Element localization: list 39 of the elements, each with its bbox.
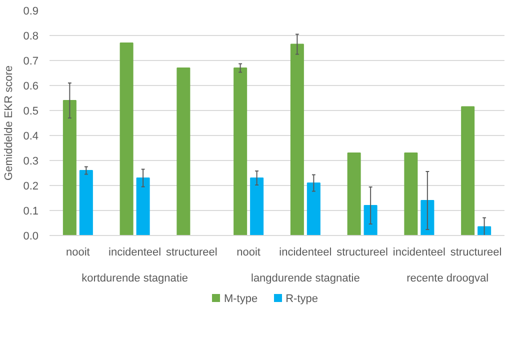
category-label: incidenteel xyxy=(392,246,446,258)
bar xyxy=(347,152,361,236)
y-tick-label: 0.8 xyxy=(23,30,39,42)
category-label: structureel xyxy=(336,246,388,258)
bar xyxy=(250,178,264,236)
y-tick-label: 0.4 xyxy=(23,130,39,142)
category-label: incidenteel xyxy=(279,246,332,258)
category-label: kortdurende stagnatie xyxy=(82,272,188,284)
category-label: nooit xyxy=(66,246,90,258)
y-tick-label: 0.3 xyxy=(23,156,39,168)
category-label: incidenteel xyxy=(108,246,162,258)
bar xyxy=(136,178,150,236)
bar xyxy=(176,68,190,236)
bar xyxy=(290,44,304,236)
y-tick-label: 0.7 xyxy=(23,56,39,68)
y-tick-label: 0.1 xyxy=(23,206,39,218)
y-tick-label: 0.9 xyxy=(23,6,39,18)
bar xyxy=(461,106,475,236)
bar xyxy=(79,170,93,236)
legend-label: M-type xyxy=(222,292,258,307)
bar xyxy=(120,42,134,236)
y-tick-label: 0.5 xyxy=(23,106,39,118)
bar xyxy=(404,152,418,236)
bar xyxy=(478,226,492,236)
y-tick-label: 0.6 xyxy=(23,80,39,92)
bar xyxy=(234,68,248,236)
bar xyxy=(420,200,434,236)
category-label: structureel xyxy=(166,246,218,258)
category-label: structureel xyxy=(450,246,502,258)
category-label: recente droogval xyxy=(406,272,489,284)
legend-label: R-type xyxy=(284,292,318,307)
bar xyxy=(364,205,378,236)
category-label: langdurende stagnatie xyxy=(251,272,360,284)
y-tick-label: 0.0 xyxy=(23,230,39,242)
category-label: nooit xyxy=(236,246,260,258)
y-tick-label: 0.2 xyxy=(23,180,39,192)
bar xyxy=(62,100,76,236)
y-axis-title: Gemiddelde EKR score xyxy=(3,66,16,180)
bar xyxy=(306,182,320,236)
